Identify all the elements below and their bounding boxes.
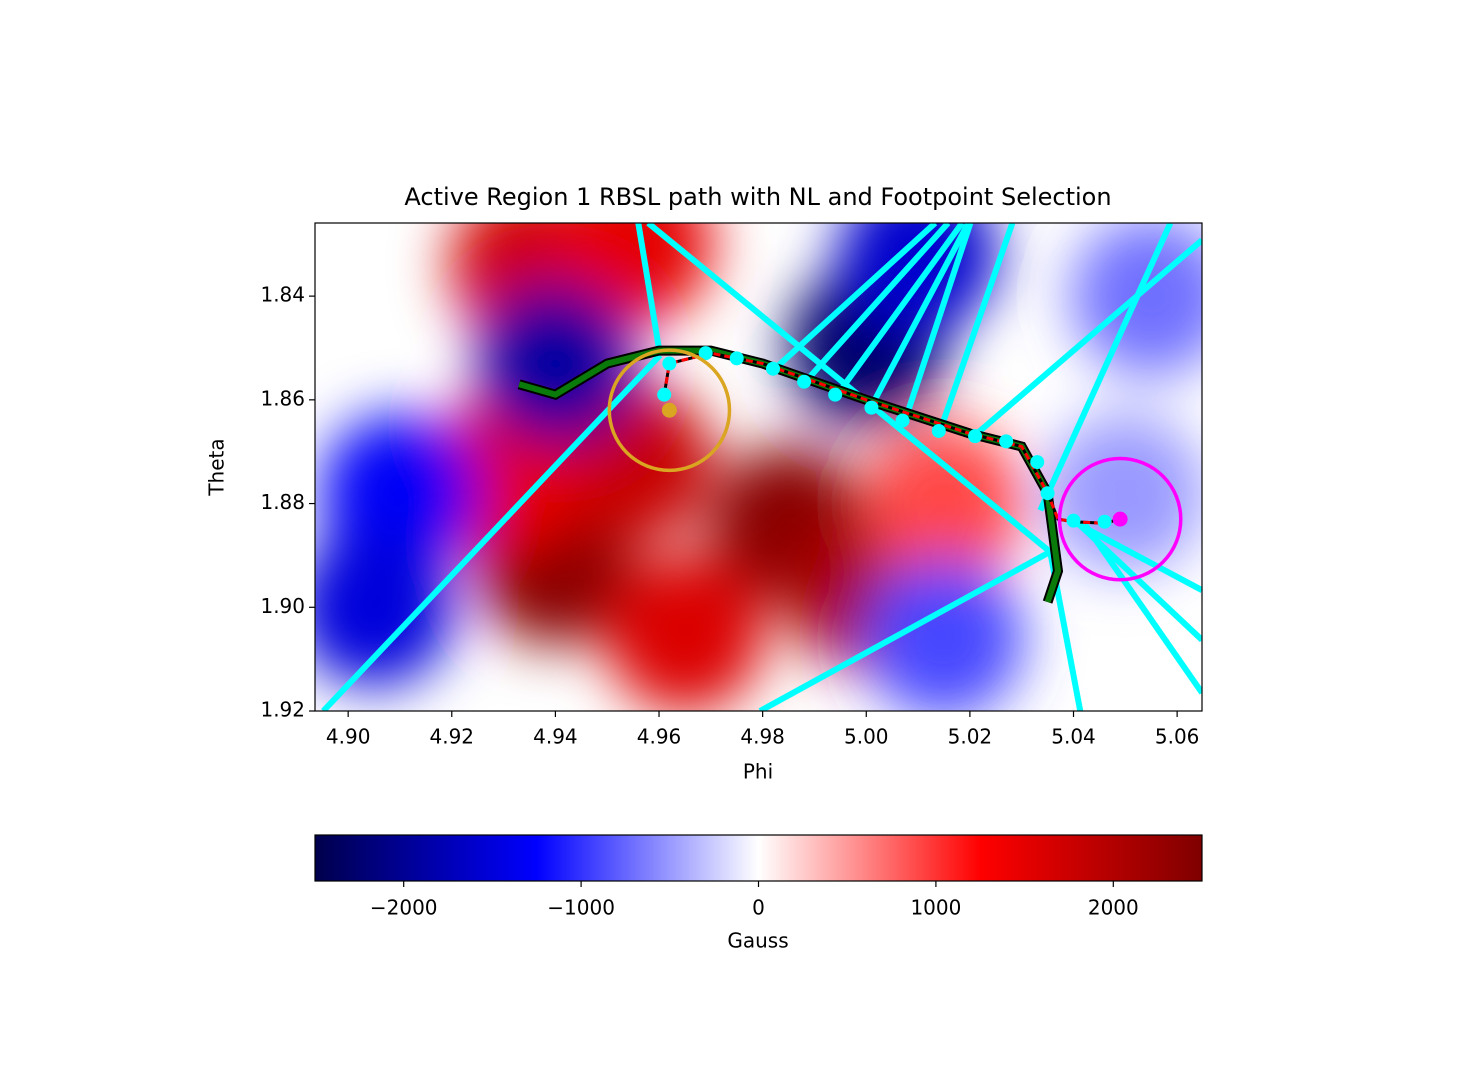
colorbar-tick-label: −2000 <box>370 896 438 920</box>
field-line <box>635 223 664 356</box>
field-line <box>769 223 938 374</box>
footpoint <box>895 413 910 428</box>
x-tick-label: 4.90 <box>326 725 371 749</box>
footpoint <box>1040 486 1055 501</box>
x-tick-label: 5.02 <box>948 725 993 749</box>
x-tick-label: 4.94 <box>533 725 578 749</box>
y-tick-label: 1.90 <box>260 594 305 618</box>
footpoint <box>999 434 1014 449</box>
selection-center <box>1112 511 1128 527</box>
selection-ring <box>607 348 732 473</box>
x-axis-label: Phi <box>743 760 773 784</box>
y-tick-label: 1.86 <box>260 386 305 410</box>
plot-frame <box>314 222 1203 712</box>
field-blob <box>604 553 765 711</box>
footpoint <box>729 351 744 366</box>
chart-title: Active Region 1 RBSL path with NL and Fo… <box>404 183 1111 211</box>
field-line <box>937 223 1016 431</box>
y-tick-label: 1.88 <box>260 490 305 514</box>
x-tick-label: 5.00 <box>844 725 889 749</box>
field-line <box>1037 223 1174 512</box>
colorbar-tick-label: 1000 <box>910 896 961 920</box>
colorbar-label: Gauss <box>727 929 788 953</box>
field-blob <box>475 283 636 444</box>
footpoint <box>1066 513 1081 528</box>
x-tick-label: 5.04 <box>1051 725 1096 749</box>
footpoint <box>968 429 983 444</box>
field-blob <box>863 423 1024 584</box>
overlay-layer <box>321 223 1202 711</box>
field-line <box>833 223 965 398</box>
field-line <box>801 223 951 386</box>
footpoint <box>657 387 672 402</box>
x-tick-label: 4.98 <box>740 725 785 749</box>
field-line <box>321 353 663 711</box>
y-tick-label: 1.92 <box>260 698 305 722</box>
field-line <box>902 223 974 422</box>
field-line <box>646 223 1053 555</box>
field-blob <box>315 527 455 688</box>
field-layer <box>315 223 1202 711</box>
x-tick-label: 5.06 <box>1155 725 1200 749</box>
colorbar-tick-label: 0 <box>752 896 765 920</box>
footpoint <box>1097 514 1112 529</box>
field-line <box>867 223 971 410</box>
field-blob <box>864 558 1024 711</box>
footpoint <box>766 361 781 376</box>
field-line <box>758 549 1052 711</box>
footpoint <box>662 356 677 371</box>
axes: 4.90 4.92 4.94 4.96 4.98 5.00 5.02 5.04 5.06 1.84… <box>260 283 1199 920</box>
colorbar <box>314 834 1203 882</box>
selection-ring <box>1057 456 1183 582</box>
footpoint <box>931 423 946 438</box>
field-line <box>1082 522 1202 695</box>
colorbar-tick-label: −1000 <box>547 896 615 920</box>
footpoint <box>1030 455 1045 470</box>
footpoint <box>698 346 713 361</box>
field-line <box>973 237 1202 438</box>
x-tick-label: 4.96 <box>637 725 682 749</box>
footpoint <box>864 400 879 415</box>
x-tick-label: 4.92 <box>430 725 475 749</box>
field-blob <box>1071 223 1202 377</box>
colorbar-tick-label: 2000 <box>1088 896 1139 920</box>
footpoint <box>797 374 812 389</box>
selection-center <box>661 402 677 418</box>
y-axis-label: Theta <box>205 438 229 496</box>
footpoint <box>828 387 843 402</box>
y-tick-label: 1.84 <box>260 283 305 307</box>
